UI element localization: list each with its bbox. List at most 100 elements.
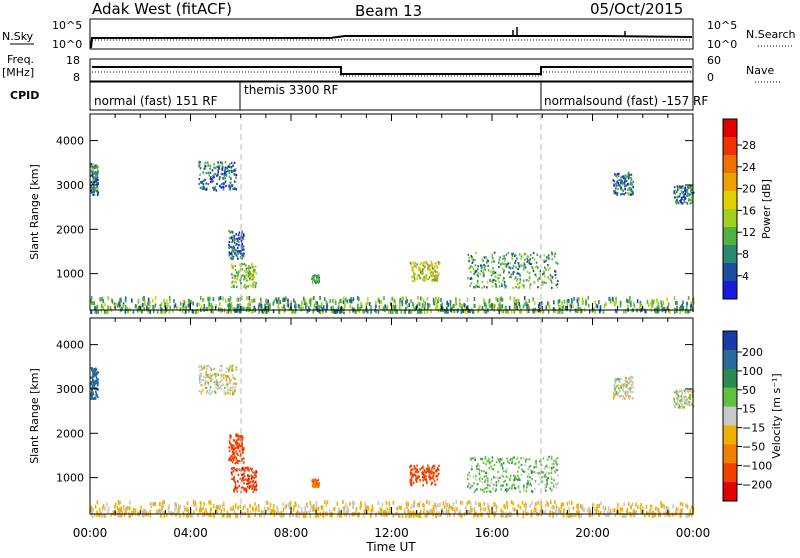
data-cell — [546, 256, 548, 259]
data-cell — [682, 406, 685, 409]
colorbar-swatch — [723, 349, 737, 370]
data-cell — [467, 477, 469, 480]
colorbar-tick-label: 15 — [742, 403, 756, 416]
data-cell — [194, 501, 197, 506]
data-cell — [614, 377, 616, 380]
data-cell — [546, 483, 549, 486]
data-cell — [621, 383, 623, 386]
data-cell — [272, 508, 275, 513]
data-cell — [568, 500, 571, 505]
data-cell — [548, 512, 551, 517]
data-cell — [625, 385, 627, 388]
data-cell — [243, 248, 245, 251]
data-cell — [679, 514, 682, 518]
data-cell — [252, 277, 254, 280]
data-cell — [437, 260, 440, 264]
data-cell — [102, 299, 105, 304]
data-cell — [322, 513, 325, 518]
data-cell — [484, 265, 487, 268]
data-cell — [235, 173, 238, 176]
data-cell — [246, 296, 248, 301]
data-cell — [533, 280, 535, 284]
data-cell — [583, 507, 586, 512]
data-cell — [140, 505, 142, 510]
data-cell — [511, 255, 514, 258]
data-cell — [98, 297, 101, 302]
data-cell — [229, 437, 232, 440]
data-cell — [232, 245, 235, 248]
data-cell — [97, 178, 99, 182]
data-cell — [276, 507, 279, 512]
data-cell — [553, 274, 556, 277]
data-cell — [620, 180, 622, 183]
data-cell — [96, 381, 99, 384]
data-cell — [434, 270, 437, 273]
data-cell — [626, 380, 628, 384]
data-cell — [568, 509, 570, 514]
data-cell — [292, 309, 294, 314]
data-cell — [301, 303, 303, 308]
data-cell — [517, 485, 520, 488]
data-cell — [149, 509, 152, 514]
data-cell — [263, 513, 265, 518]
data-cell — [561, 300, 563, 305]
data-cell — [433, 278, 436, 281]
data-cell — [585, 301, 587, 306]
data-cell — [241, 457, 243, 460]
data-cell — [521, 500, 524, 505]
data-cell — [557, 506, 560, 511]
data-cell — [219, 302, 221, 307]
data-cell — [529, 476, 531, 479]
data-cell — [446, 307, 448, 312]
data-cell — [656, 506, 659, 511]
data-cell — [474, 456, 476, 459]
data-cell — [172, 511, 175, 516]
data-cell — [605, 513, 607, 518]
data-cell — [461, 306, 463, 311]
data-cell — [438, 296, 440, 301]
data-cell — [206, 367, 208, 370]
data-cell — [417, 274, 419, 277]
data-cell — [251, 487, 254, 490]
data-cell — [149, 501, 152, 506]
data-cell — [222, 513, 224, 518]
data-cell — [683, 198, 685, 202]
data-cell — [198, 365, 200, 368]
data-cell — [506, 501, 508, 505]
data-cell — [234, 441, 237, 444]
data-cell — [626, 299, 629, 304]
data-cell — [489, 490, 492, 493]
data-cell — [452, 501, 455, 506]
data-cell — [216, 387, 219, 390]
data-cell — [503, 269, 505, 272]
data-cell — [231, 170, 234, 173]
data-cell — [548, 304, 551, 309]
freq-line — [92, 66, 692, 75]
data-cell — [182, 299, 185, 304]
data-cell — [90, 508, 92, 512]
data-cell — [473, 297, 476, 301]
data-cell — [545, 259, 547, 262]
data-cell — [667, 302, 670, 307]
data-cell — [687, 185, 690, 188]
data-cell — [627, 501, 630, 506]
data-cell — [315, 513, 317, 518]
data-cell — [499, 476, 501, 480]
data-cell — [352, 500, 354, 505]
data-cell — [224, 181, 227, 184]
data-cell — [246, 285, 248, 288]
data-cell — [631, 502, 634, 507]
data-cell — [488, 467, 490, 470]
data-cell — [415, 512, 418, 517]
data-cell — [218, 386, 220, 389]
data-cell — [673, 296, 676, 301]
data-cell — [253, 471, 255, 474]
data-cell — [550, 455, 553, 458]
data-cell — [95, 372, 97, 375]
data-cell — [518, 462, 520, 465]
data-cell — [241, 476, 244, 479]
data-cell — [472, 310, 475, 314]
data-cell — [523, 296, 526, 301]
data-cell — [495, 284, 497, 287]
data-cell — [160, 507, 163, 512]
